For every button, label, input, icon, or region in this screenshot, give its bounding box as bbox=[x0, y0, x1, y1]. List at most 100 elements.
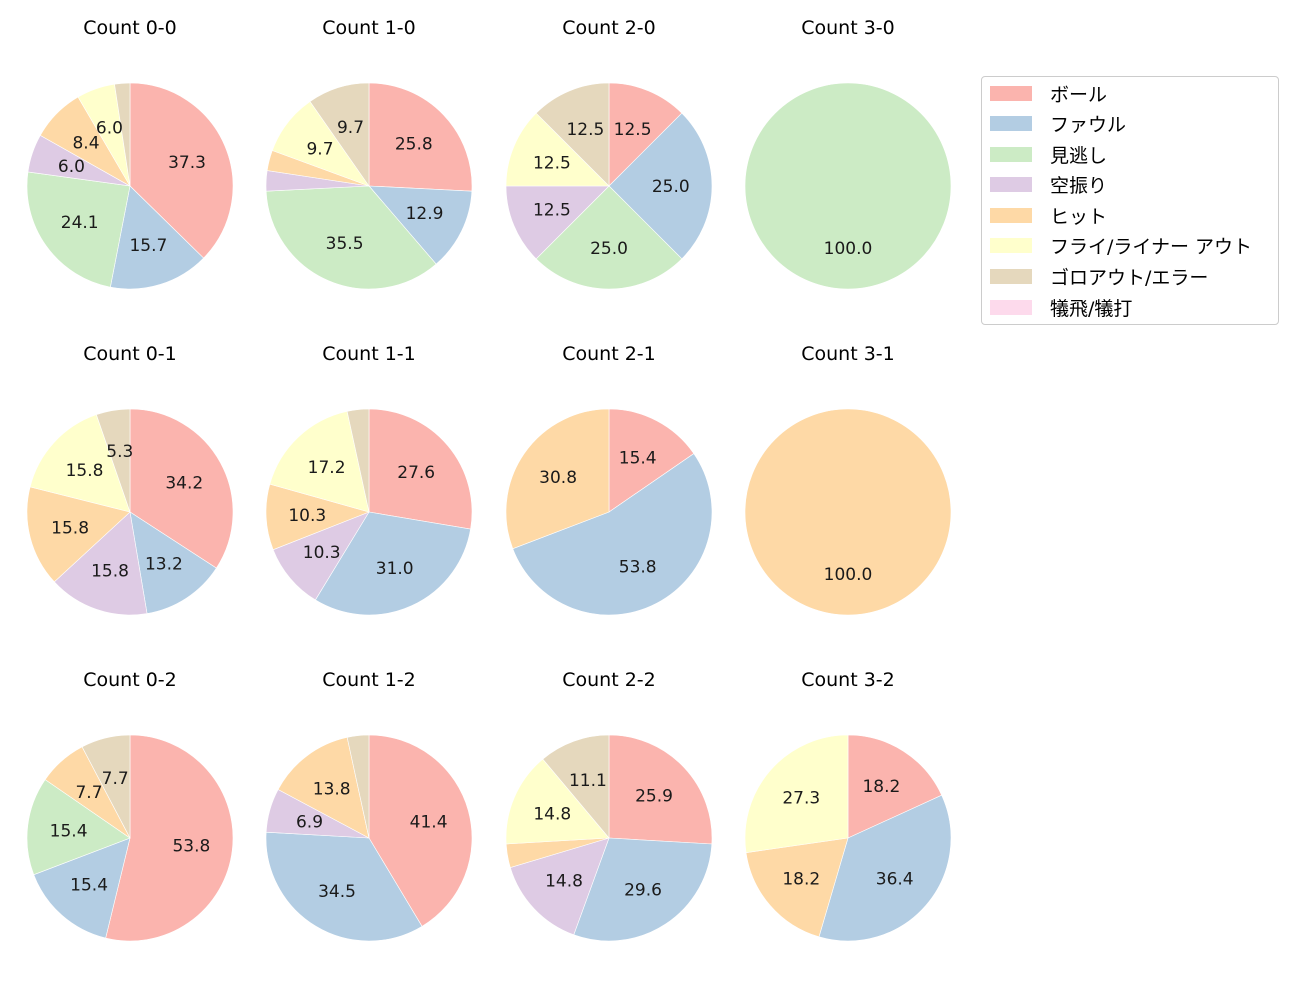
slice-label: 53.8 bbox=[619, 558, 657, 578]
pie-chart-count-2-2: Count 2-2 25.9 29.6 14.8 14.8 11.1 bbox=[505, 669, 713, 942]
pie-slice bbox=[535, 185, 683, 290]
legend-label: ボール bbox=[1050, 83, 1108, 106]
pie-slice bbox=[265, 185, 437, 290]
slice-label: 6.0 bbox=[96, 119, 123, 139]
pie-title: Count 1-0 bbox=[322, 17, 416, 39]
slice-label: 30.8 bbox=[539, 468, 577, 488]
legend-swatch-fly-out bbox=[990, 237, 1032, 253]
pie-chart-count-0-2: Count 0-2 53.8 15.4 15.4 7.77.7 bbox=[26, 669, 234, 942]
pie-chart-count-0-1: Count 0-134.213.215.815.815.85.3 bbox=[26, 343, 234, 616]
slice-label: 7.7 bbox=[102, 769, 129, 789]
legend: ボール ファウル 見逃し 空振り ヒット フライ/ライナー アウト ゴロアウト/… bbox=[981, 76, 1279, 325]
pie-slice bbox=[608, 112, 713, 260]
legend-label: ゴロアウト/エラー bbox=[1050, 266, 1209, 289]
legend-label: ヒット bbox=[1050, 205, 1108, 228]
legend-swatch-called-strike bbox=[990, 146, 1032, 162]
legend-swatch-hit bbox=[990, 207, 1032, 223]
slice-label: 25.0 bbox=[590, 239, 628, 259]
pie-slice bbox=[505, 408, 610, 550]
pie-slice bbox=[818, 794, 952, 942]
pie-title: Count 1-1 bbox=[322, 343, 416, 365]
slice-label: 15.8 bbox=[51, 518, 89, 538]
slice-label: 15.8 bbox=[66, 461, 104, 481]
legend-label: 空振り bbox=[1050, 174, 1108, 197]
slice-label: 18.2 bbox=[782, 870, 820, 890]
pie-chart-count-3-1: Count 3-1 100.0 bbox=[744, 343, 952, 616]
pie-slice bbox=[368, 734, 473, 927]
slice-label: 24.1 bbox=[61, 213, 99, 233]
pie-chart-count-2-0: Count 2-0 12.5 25.0 25.0 12.5 12.5 12.5 bbox=[505, 17, 713, 290]
pie-slice bbox=[114, 82, 131, 187]
slice-label: 9.7 bbox=[306, 139, 333, 159]
slice-label: 25.8 bbox=[395, 134, 433, 154]
pie-title: Count 2-2 bbox=[562, 669, 656, 691]
pie-slice bbox=[26, 779, 131, 876]
slice-label: 15.4 bbox=[619, 448, 657, 468]
pie-slice bbox=[277, 736, 370, 839]
slice-label: 100.0 bbox=[824, 565, 873, 585]
slice-label: 12.5 bbox=[533, 153, 571, 173]
pie-slice bbox=[26, 171, 131, 288]
legend-swatch-ground-out bbox=[990, 268, 1032, 284]
slice-label: 17.2 bbox=[308, 458, 346, 478]
slice-label: 53.8 bbox=[172, 836, 210, 856]
pie-title: Count 1-2 bbox=[322, 669, 416, 691]
pie-chart-count-2-1: Count 2-1 15.4 53.8 30.8 bbox=[505, 343, 713, 616]
legend-item-swinging-strike: 空振り bbox=[990, 174, 1107, 197]
slice-label: 14.8 bbox=[545, 871, 583, 891]
slice-label: 10.3 bbox=[288, 506, 326, 526]
pie-slice bbox=[53, 511, 148, 616]
slice-label: 15.4 bbox=[70, 875, 108, 895]
pie-slice bbox=[309, 82, 370, 187]
pie-title: Count 0-2 bbox=[83, 669, 177, 691]
legend-swatch-sacrifice bbox=[990, 299, 1032, 315]
pie-slice bbox=[346, 408, 370, 513]
pie-slice bbox=[608, 82, 683, 187]
slice-label: 6.0 bbox=[58, 157, 85, 177]
slice-label: 10.3 bbox=[303, 543, 341, 563]
pie-chart-count-1-1: Count 1-1 27.6 31.0 10.3 10.3 17.2 bbox=[265, 343, 473, 616]
slice-label: 29.6 bbox=[624, 881, 662, 901]
legend-label: 犠飛/犠打 bbox=[1050, 297, 1133, 320]
slice-label: 15.8 bbox=[91, 562, 129, 582]
pie-slice bbox=[509, 837, 610, 936]
slice-label: 36.4 bbox=[876, 870, 914, 890]
pie-slice bbox=[744, 408, 952, 616]
slice-label: 15.7 bbox=[129, 236, 167, 256]
slice-label: 35.5 bbox=[326, 234, 364, 254]
pie-slice bbox=[269, 410, 370, 513]
pie-slice bbox=[368, 82, 473, 192]
slice-label: 6.9 bbox=[296, 812, 323, 832]
pie-slice bbox=[95, 408, 131, 513]
legend-item-called-strike: 見逃し bbox=[990, 144, 1107, 167]
pie-slice bbox=[505, 758, 610, 845]
pie-chart-count-0-0: Count 0-037.315.724.16.08.46.0 bbox=[26, 17, 234, 290]
slice-label: 5.3 bbox=[106, 442, 133, 462]
pie-slice bbox=[608, 734, 713, 845]
legend-swatch-foul bbox=[990, 115, 1032, 131]
pie-slice bbox=[505, 185, 610, 260]
slice-label: 34.2 bbox=[165, 474, 203, 494]
legend-item-sacrifice: 犠飛/犠打 bbox=[990, 297, 1132, 320]
pie-slice bbox=[608, 408, 695, 513]
pie-slice bbox=[573, 837, 713, 942]
pie-slice bbox=[368, 185, 473, 265]
pie-title: Count 0-0 bbox=[83, 17, 177, 39]
pie-slice bbox=[368, 408, 473, 530]
slice-label: 15.4 bbox=[50, 822, 88, 842]
slice-label: 7.7 bbox=[75, 783, 102, 803]
pie-slice bbox=[542, 734, 610, 839]
pie-slice bbox=[129, 82, 234, 259]
slice-label: 13.8 bbox=[313, 780, 351, 800]
slice-label: 25.0 bbox=[652, 177, 690, 197]
legend-item-fly-out: フライ/ライナー アウト bbox=[990, 235, 1252, 258]
pie-slice bbox=[110, 185, 204, 290]
pie-slice bbox=[744, 734, 849, 853]
pie-chart-count-3-2: Count 3-2 18.2 36.4 18.2 27.3 bbox=[744, 669, 952, 942]
slice-label: 12.5 bbox=[566, 120, 604, 140]
pie-chart-count-1-2: Count 1-2 41.4 34.5 6.9 13.8 bbox=[265, 669, 473, 942]
slice-label: 11.1 bbox=[569, 771, 607, 791]
slice-label: 14.8 bbox=[533, 805, 571, 825]
legend-swatch-swinging-strike bbox=[990, 176, 1032, 192]
